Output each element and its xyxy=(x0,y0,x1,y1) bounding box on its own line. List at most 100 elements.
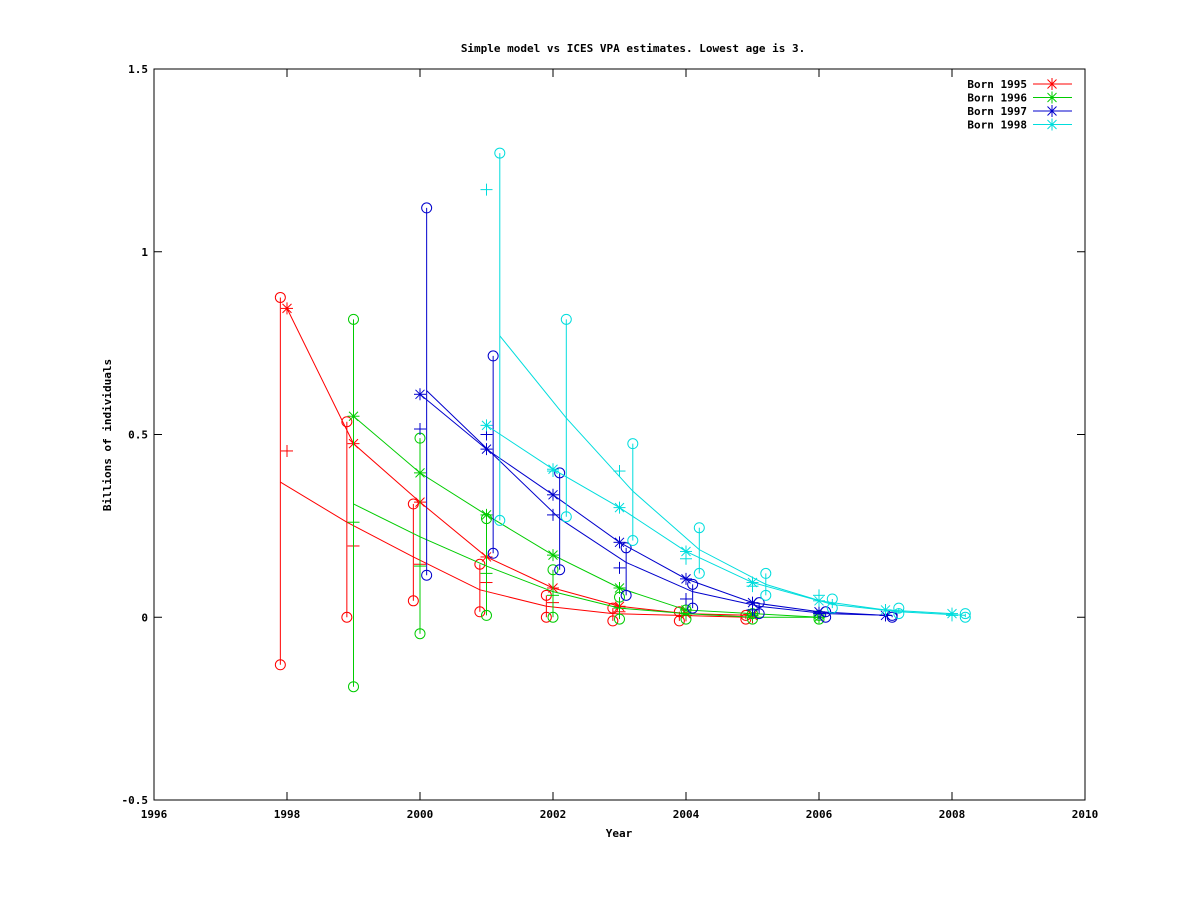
vpa-point xyxy=(480,419,493,432)
model-range-high-point xyxy=(547,564,559,576)
star-stroke xyxy=(681,574,691,584)
model-range-high-point xyxy=(487,350,499,362)
plus-point xyxy=(480,183,493,196)
vpa-point xyxy=(746,596,759,609)
model-range-low-point xyxy=(693,567,705,579)
model-range-low-point xyxy=(826,602,838,614)
vpa-point xyxy=(746,576,759,589)
star-stroke xyxy=(614,537,625,548)
axes-layer: 1996 1998 2000 2002 2004 2006 2008 2010 -0.5 0 0.5… xyxy=(122,63,1099,821)
model-range-high-point xyxy=(620,542,632,554)
model-range-low-point xyxy=(740,613,752,625)
model-range-low-point xyxy=(341,611,353,623)
model-range-low-point xyxy=(547,611,559,623)
legend-label: Born 1997 xyxy=(967,105,1027,118)
x-tick-label: 2010 xyxy=(1072,808,1099,821)
model-range-low-point xyxy=(474,606,486,618)
plus-point xyxy=(414,560,426,573)
model-range-low-point xyxy=(673,615,685,627)
plus-point xyxy=(281,444,293,457)
model-line xyxy=(499,335,966,616)
series-layer xyxy=(274,147,971,693)
x-tick-label: 2000 xyxy=(407,808,434,821)
plus-point xyxy=(547,589,559,602)
star-stroke xyxy=(348,411,359,422)
legend-marker xyxy=(1046,78,1058,90)
series-born-1998 xyxy=(480,147,971,623)
model-range-high-point xyxy=(421,202,433,214)
vpa-line xyxy=(486,424,953,615)
star-stroke xyxy=(747,597,758,608)
model-range-low-point xyxy=(959,611,971,623)
model-range-high-point xyxy=(693,522,705,534)
x-tick-label: 2002 xyxy=(540,808,567,821)
model-range-high-point xyxy=(341,416,353,428)
star-stroke xyxy=(947,608,957,619)
model-range-low-point xyxy=(348,681,359,693)
star-stroke xyxy=(548,550,558,560)
star-stroke xyxy=(548,464,558,475)
model-range-low-point xyxy=(494,514,506,526)
vpa-point xyxy=(414,388,426,401)
model-range-high-point xyxy=(959,608,971,620)
model-range-high-point xyxy=(348,313,359,325)
model-range-low-point xyxy=(407,595,419,607)
x-tick-label: 1998 xyxy=(274,808,301,821)
model-range-high-point xyxy=(560,313,572,325)
model-line xyxy=(353,503,819,618)
y-axis-label: Billions of individuals xyxy=(101,359,114,511)
x-tick-label: 1996 xyxy=(141,808,168,821)
y-tick-label: 1 xyxy=(141,246,148,259)
vpa-point xyxy=(547,463,559,476)
star-stroke xyxy=(481,444,492,454)
vpa-point xyxy=(613,582,626,595)
plus-point xyxy=(347,516,360,529)
vpa-point xyxy=(480,443,493,456)
vpa-line xyxy=(353,415,820,618)
model-line xyxy=(280,481,746,618)
model-range-low-point xyxy=(760,589,772,601)
star-stroke xyxy=(814,595,824,606)
model-range-low-point xyxy=(540,611,552,623)
x-tick-label: 2006 xyxy=(806,808,833,821)
model-range-high-point xyxy=(687,578,699,590)
plus-point xyxy=(680,592,692,605)
model-range-low-point xyxy=(560,511,572,523)
model-range-low-point xyxy=(893,608,905,620)
star-stroke xyxy=(282,303,292,314)
vpa-point xyxy=(879,603,892,616)
plus-point xyxy=(613,602,626,615)
star-stroke xyxy=(681,546,691,557)
series-born-1997 xyxy=(414,202,898,623)
star-stroke xyxy=(1047,106,1057,116)
model-range-low-point xyxy=(620,589,632,601)
model-range-low-point xyxy=(274,659,286,671)
plus-point xyxy=(613,465,626,478)
star-stroke xyxy=(614,583,625,593)
star-stroke xyxy=(814,606,824,617)
vpa-point xyxy=(414,466,426,479)
model-range-low-point xyxy=(487,547,499,559)
model-range-high-point xyxy=(494,147,506,159)
legend-marker xyxy=(1046,118,1058,131)
model-range-high-point xyxy=(274,291,286,303)
x-tick-label: 2004 xyxy=(673,808,700,821)
model-line xyxy=(426,390,893,616)
star-stroke xyxy=(1047,79,1057,89)
model-range-low-point xyxy=(554,564,566,576)
plus-point xyxy=(547,508,559,521)
y-tick-label: -0.5 xyxy=(122,794,149,807)
star-stroke xyxy=(481,420,492,431)
star-stroke xyxy=(681,605,691,615)
vpa-point xyxy=(680,572,692,585)
plus-point xyxy=(480,567,493,580)
vpa-point xyxy=(547,488,559,501)
vpa-point xyxy=(347,410,360,423)
model-range-high-point xyxy=(760,567,772,579)
legend-label: Born 1998 xyxy=(967,119,1027,132)
plus-point xyxy=(414,423,426,436)
model-range-low-point xyxy=(414,628,426,640)
star-stroke xyxy=(880,605,891,615)
